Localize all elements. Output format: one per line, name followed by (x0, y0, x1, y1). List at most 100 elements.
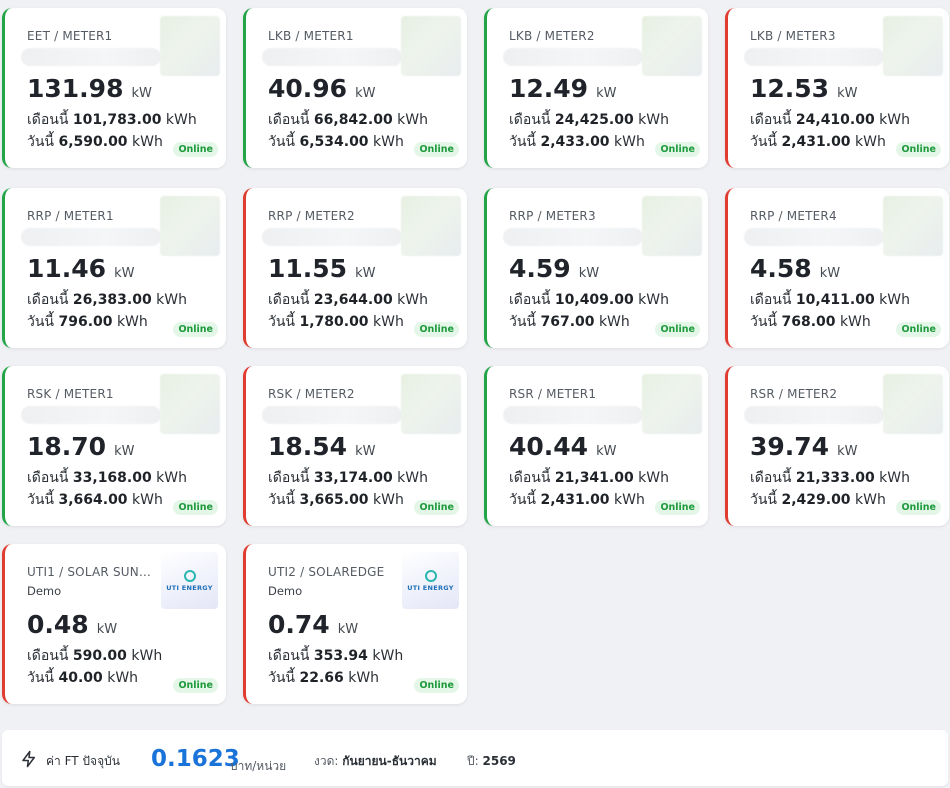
meter-card[interactable]: UTI1 / SOLAR SUNG... Demo UTI ENERGY 0.48 kW… (2, 544, 226, 704)
meter-month-energy: เดือนนี้ 33,174.00 kWh (268, 467, 428, 489)
meter-subtitle-redacted (262, 228, 402, 246)
energy-unit: kWh (638, 470, 669, 486)
lightning-icon (22, 750, 35, 768)
day-label: วันนี้ (509, 492, 537, 508)
meter-card[interactable]: RRP / METER1 11.46 kW เดือนนี้ 26,383.00 kW… (2, 188, 226, 348)
ft-period: งวด: กันยายน-ธันวาคม (314, 752, 437, 771)
site-thumbnail (160, 196, 220, 256)
meter-month-energy: เดือนนี้ 24,425.00 kWh (509, 109, 669, 131)
meter-card[interactable]: LKB / METER3 12.53 kW เดือนนี้ 24,410.00 kW… (725, 8, 949, 168)
month-value: 353.94 (313, 648, 368, 664)
logo-text: UTI ENERGY (407, 583, 454, 592)
meter-power: 12.53 kW (750, 74, 857, 103)
meter-power-value: 12.49 (509, 74, 589, 103)
meter-card[interactable]: RRP / METER4 4.58 kW เดือนนี้ 10,411.00 kWh… (725, 188, 949, 348)
meter-card[interactable]: RSK / METER2 18.54 kW เดือนนี้ 33,174.00 kW… (243, 366, 467, 526)
meter-power: 18.70 kW (27, 432, 134, 461)
energy-unit: kWh (165, 112, 197, 128)
day-label: วันนี้ (268, 314, 296, 330)
meter-power: 39.74 kW (750, 432, 857, 461)
month-value: 23,644.00 (313, 292, 393, 308)
month-label: เดือนนี้ (750, 470, 792, 486)
month-label: เดือนนี้ (268, 648, 310, 664)
month-value: 24,425.00 (554, 112, 634, 128)
meter-card[interactable]: RSR / METER2 39.74 kW เดือนนี้ 21,333.00 kW… (725, 366, 949, 526)
ft-rate-bar: ค่า FT ปัจจุบัน 0.1623 บาท/หน่วย งวด: กั… (2, 730, 948, 786)
status-badge: Online (414, 322, 459, 337)
meter-power-unit: kW (837, 86, 858, 101)
meter-power: 11.46 kW (27, 254, 134, 283)
meter-month-energy: เดือนนี้ 21,341.00 kWh (509, 467, 669, 489)
meter-subtitle-redacted (21, 406, 161, 424)
meter-card[interactable]: LKB / METER1 40.96 kW เดือนนี้ 66,842.00 kW… (243, 8, 467, 168)
day-label: วันนี้ (509, 134, 537, 150)
meter-power-unit: kW (114, 444, 135, 459)
month-label: เดือนนี้ (750, 292, 792, 308)
energy-unit: kWh (638, 112, 669, 128)
day-value: 6,534.00 (299, 134, 369, 150)
meter-card[interactable]: LKB / METER2 12.49 kW เดือนนี้ 24,425.00 kW… (484, 8, 708, 168)
status-badge: Online (173, 322, 218, 337)
meter-power-value: 39.74 (750, 432, 830, 461)
day-value: 3,665.00 (299, 492, 369, 508)
meter-power: 40.44 kW (509, 432, 616, 461)
meter-subtitle-redacted (744, 48, 884, 66)
meter-card[interactable]: RSK / METER1 18.70 kW เดือนนี้ 33,168.00 kW… (2, 366, 226, 526)
meter-day-energy: วันนี้ 2,433.00 kWh (509, 131, 645, 153)
month-label: เดือนนี้ (268, 470, 310, 486)
meter-power-unit: kW (96, 622, 118, 637)
meter-power-value: 131.98 (27, 74, 124, 103)
month-value: 21,333.00 (795, 470, 875, 486)
meter-month-energy: เดือนนี้ 353.94 kWh (268, 645, 403, 667)
meter-month-energy: เดือนนี้ 23,644.00 kWh (268, 289, 428, 311)
month-label: เดือนนี้ (509, 292, 551, 308)
ft-value: 0.1623 (151, 746, 240, 772)
meter-subtitle-redacted (21, 228, 161, 246)
month-value: 24,410.00 (795, 112, 875, 128)
meter-day-energy: วันนี้ 767.00 kWh (509, 311, 630, 333)
meter-day-energy: วันนี้ 3,665.00 kWh (268, 489, 404, 511)
status-badge: Online (896, 322, 941, 337)
day-label: วันนี้ (27, 670, 55, 686)
month-label: เดือนนี้ (268, 112, 310, 128)
day-value: 2,431.00 (540, 492, 610, 508)
meter-power: 11.55 kW (268, 254, 375, 283)
month-value: 33,168.00 (72, 470, 152, 486)
day-label: วันนี้ (27, 134, 55, 150)
ft-year: ปี: 2569 (467, 752, 516, 771)
energy-unit: kWh (131, 648, 163, 664)
meter-card[interactable]: RSR / METER1 40.44 kW เดือนนี้ 21,341.00 kW… (484, 366, 708, 526)
meter-card[interactable]: UTI2 / SOLAREDGE Demo UTI ENERGY 0.74 kW เดือ… (243, 544, 467, 704)
meter-month-energy: เดือนนี้ 21,333.00 kWh (750, 467, 910, 489)
day-value: 767.00 (540, 314, 595, 330)
energy-unit: kWh (638, 292, 669, 308)
meter-power-unit: kW (837, 444, 858, 459)
day-value: 6,590.00 (58, 134, 128, 150)
status-badge: Online (655, 142, 700, 157)
energy-unit: kWh (373, 314, 404, 330)
energy-unit: kWh (879, 470, 910, 486)
meter-power-value: 12.53 (750, 74, 830, 103)
meter-month-energy: เดือนนี้ 101,783.00 kWh (27, 109, 197, 131)
energy-unit: kWh (614, 492, 645, 508)
month-label: เดือนนี้ (27, 648, 69, 664)
meter-title: RSK / METER1 (27, 387, 114, 401)
ft-period-value: กันยายน-ธันวาคม (342, 754, 437, 768)
meter-month-energy: เดือนนี้ 66,842.00 kWh (268, 109, 428, 131)
logo-text: UTI ENERGY (166, 583, 213, 592)
site-thumbnail (883, 16, 943, 76)
meter-month-energy: เดือนนี้ 33,168.00 kWh (27, 467, 187, 489)
energy-unit: kWh (879, 292, 910, 308)
status-badge: Online (173, 142, 218, 157)
meter-subtitle-redacted (503, 406, 643, 424)
energy-unit: kWh (156, 292, 187, 308)
meter-card[interactable]: RRP / METER2 11.55 kW เดือนนี้ 23,644.00 kW… (243, 188, 467, 348)
meter-subtitle-redacted (262, 406, 402, 424)
meter-card[interactable]: RRP / METER3 4.59 kW เดือนนี้ 10,409.00 kWh… (484, 188, 708, 348)
month-label: เดือนนี้ (27, 292, 69, 308)
meter-day-energy: วันนี้ 22.66 kWh (268, 667, 379, 689)
meter-card[interactable]: EET / METER1 131.98 kW เดือนนี้ 101,783.00 … (2, 8, 226, 168)
energy-unit: kWh (855, 492, 886, 508)
meter-day-energy: วันนี้ 6,590.00 kWh (27, 131, 163, 153)
logo-mark-icon (424, 569, 437, 582)
